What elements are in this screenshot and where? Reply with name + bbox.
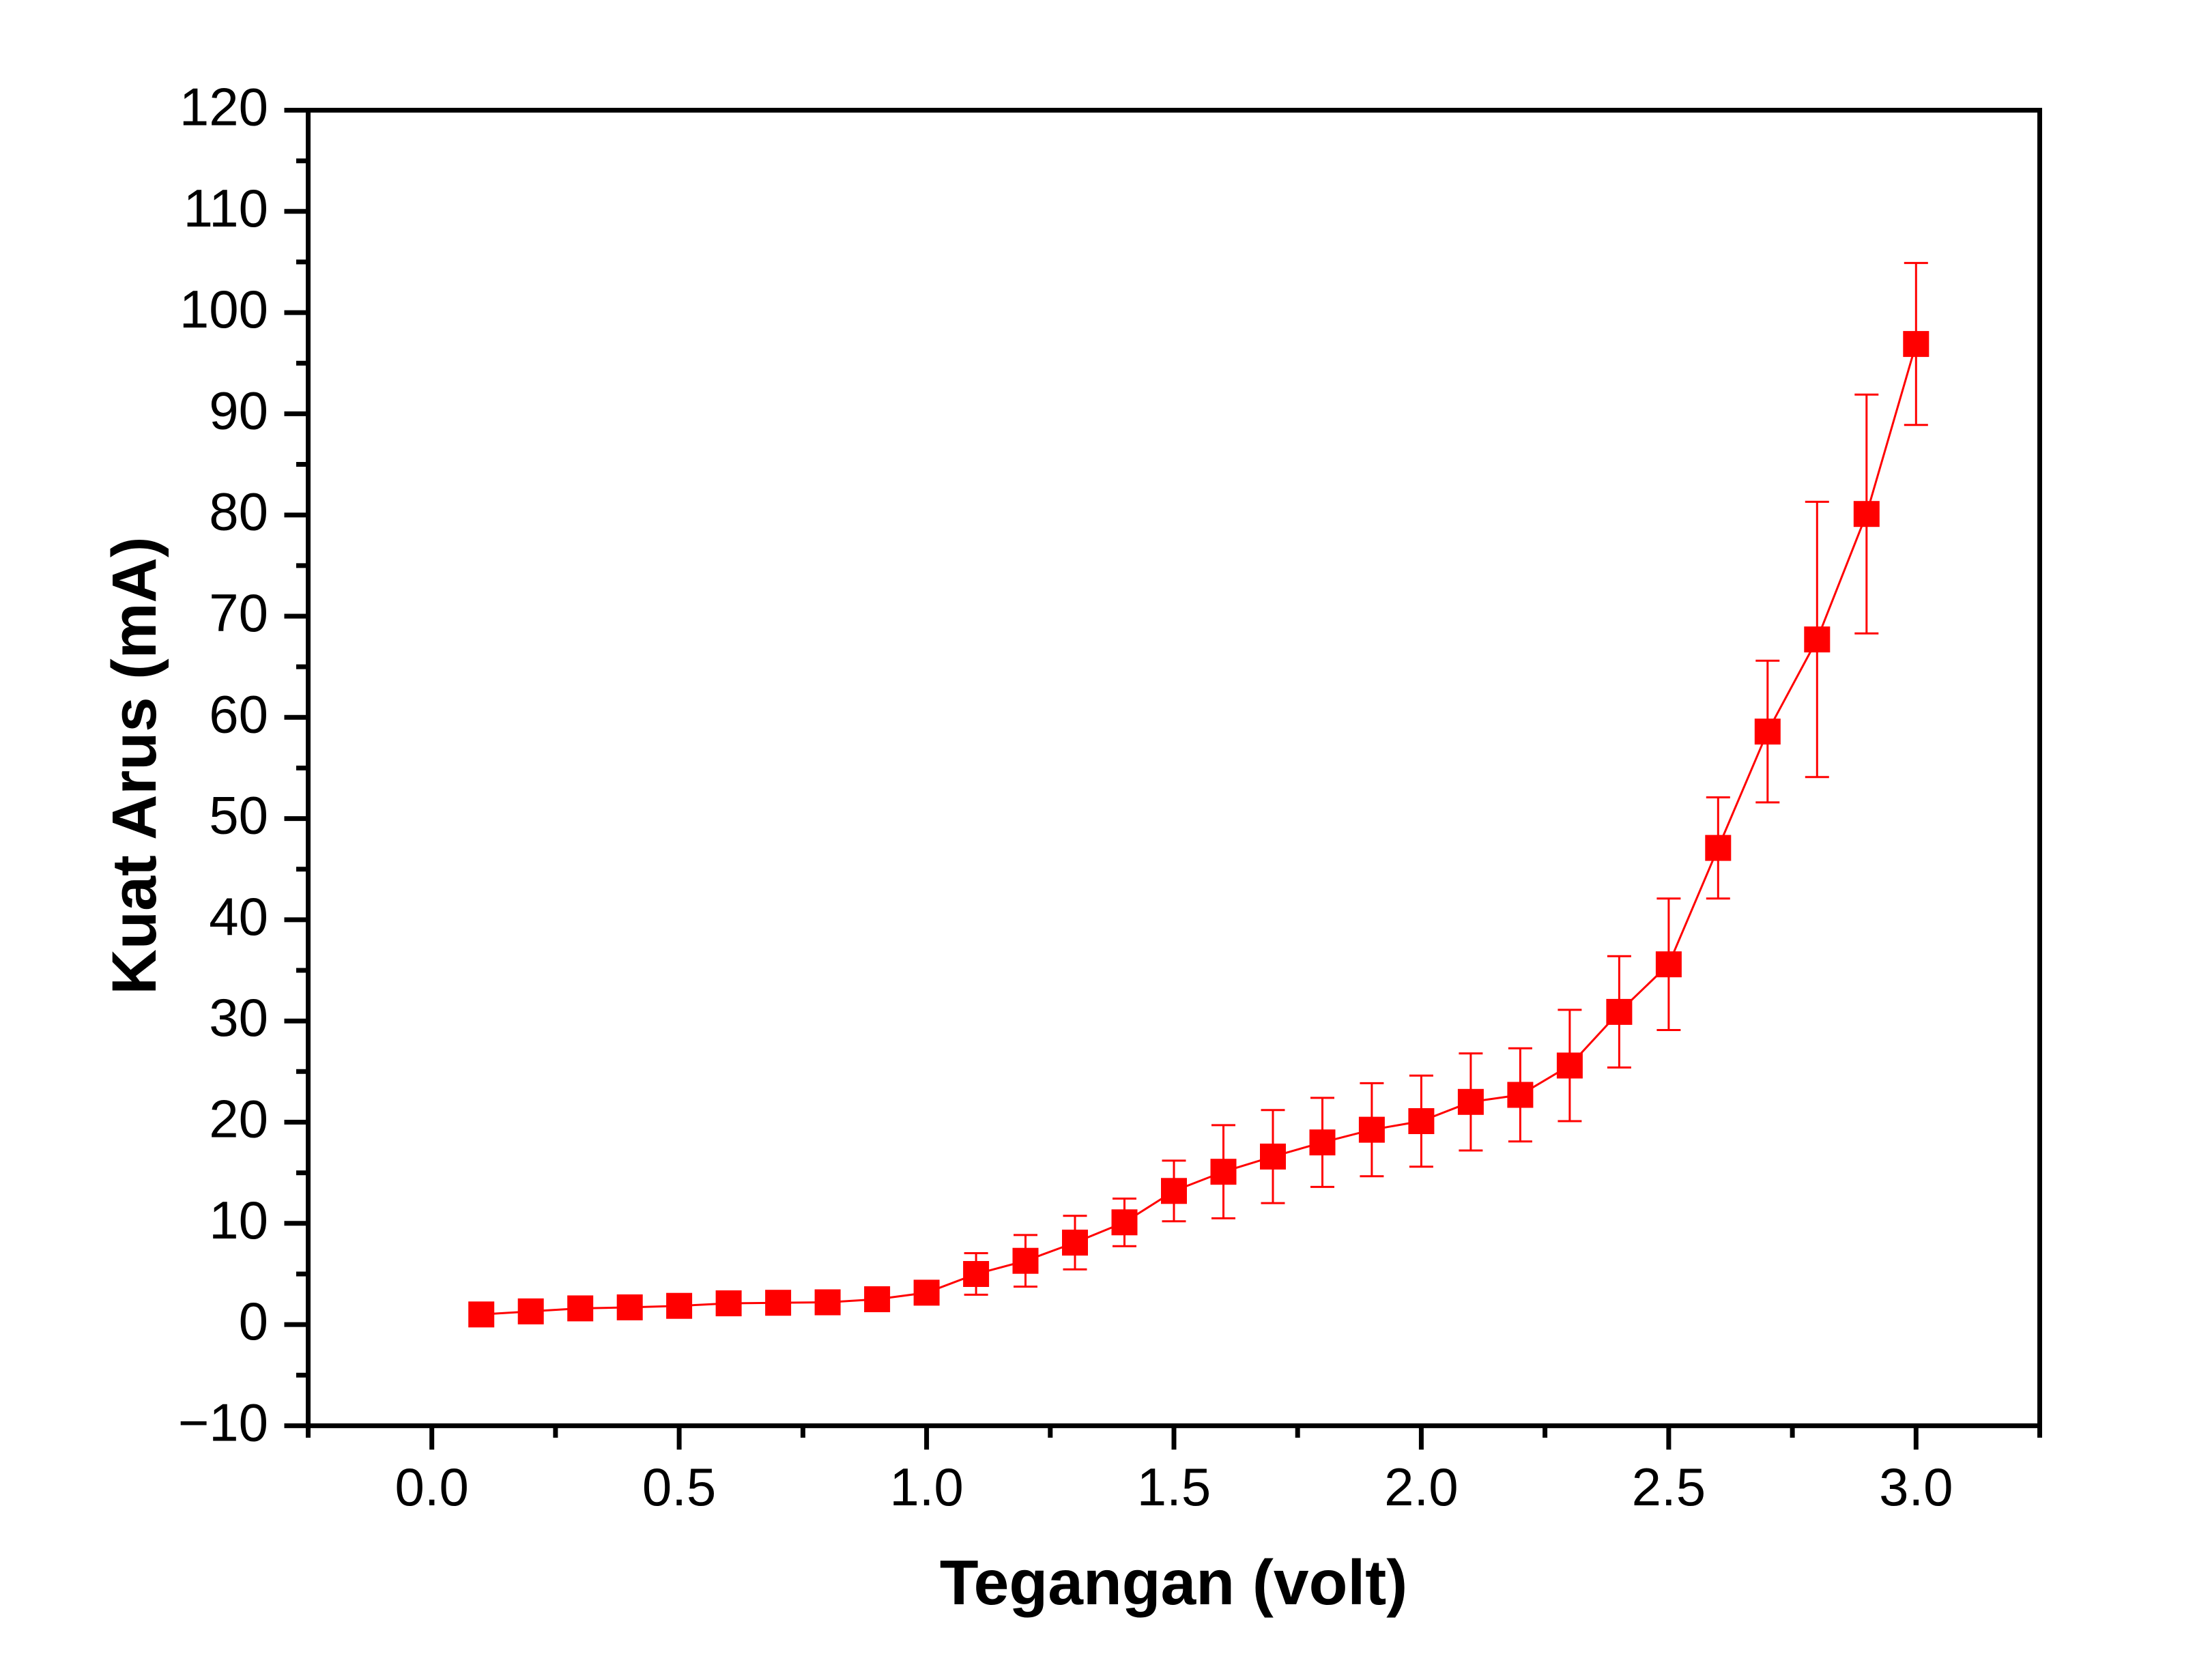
svg-text:0.5: 0.5 <box>642 1457 716 1517</box>
svg-text:2.5: 2.5 <box>1632 1457 1706 1517</box>
svg-text:−10: −10 <box>178 1392 268 1452</box>
svg-text:120: 120 <box>180 77 268 137</box>
svg-text:110: 110 <box>184 178 268 238</box>
svg-text:1.0: 1.0 <box>889 1457 963 1517</box>
svg-text:Tegangan (volt): Tegangan (volt) <box>940 1547 1407 1618</box>
svg-text:100: 100 <box>180 279 268 339</box>
svg-text:60: 60 <box>209 684 268 744</box>
svg-text:90: 90 <box>209 380 268 440</box>
svg-text:0: 0 <box>239 1291 268 1351</box>
svg-text:2.0: 2.0 <box>1384 1457 1458 1517</box>
svg-text:40: 40 <box>209 886 268 946</box>
svg-text:3.0: 3.0 <box>1879 1457 1953 1517</box>
svg-text:30: 30 <box>209 987 268 1047</box>
svg-text:10: 10 <box>209 1190 268 1250</box>
svg-text:80: 80 <box>209 482 268 542</box>
svg-text:50: 50 <box>209 785 268 845</box>
svg-text:0.0: 0.0 <box>394 1457 468 1517</box>
svg-text:1.5: 1.5 <box>1137 1457 1211 1517</box>
svg-text:20: 20 <box>209 1089 268 1149</box>
svg-text:Kuat Arus (mA): Kuat Arus (mA) <box>100 536 169 994</box>
svg-text:70: 70 <box>209 583 268 643</box>
